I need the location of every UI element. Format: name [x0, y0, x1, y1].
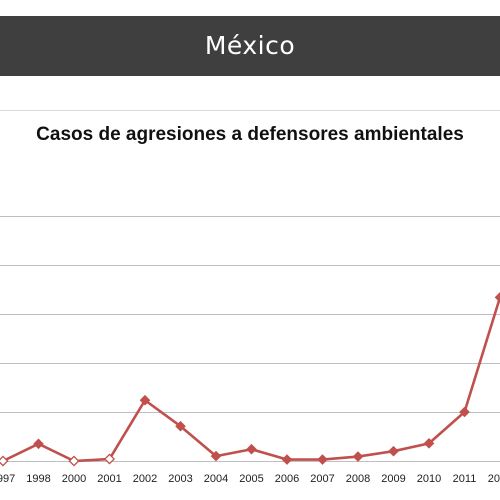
country-header-bar: México: [0, 16, 500, 76]
x-tick-label: 2004: [204, 473, 228, 485]
x-tick-label: 2010: [417, 473, 441, 485]
x-tick-label: 2007: [310, 473, 334, 485]
data-point-marker: [246, 443, 257, 455]
x-tick-label: 2006: [275, 473, 299, 485]
data-point-marker: [281, 454, 293, 465]
chart-title: Casos de agresiones a defensores ambient…: [36, 124, 464, 145]
x-tick-label: 2009: [381, 473, 405, 485]
data-point-marker: [0, 455, 9, 467]
x-tick-label: 2002: [133, 473, 157, 485]
data-point-marker: [494, 292, 500, 303]
x-tick-label: 2012: [488, 473, 500, 485]
data-point-marker: [423, 438, 435, 449]
data-point-marker: [388, 445, 399, 457]
data-point-marker: [175, 420, 186, 432]
data-point-marker: [317, 454, 328, 465]
data-point-marker: [352, 451, 364, 462]
country-title: México: [204, 31, 296, 60]
x-tick-label: 2008: [346, 473, 370, 485]
data-point-marker: [459, 406, 470, 418]
x-tick-label: 2003: [168, 473, 192, 485]
data-point-marker: [103, 453, 116, 465]
series-line: [2, 296, 500, 463]
x-tick-label: 1997: [0, 473, 15, 485]
data-point-marker: [68, 455, 80, 467]
data-point-marker: [33, 438, 44, 450]
x-tick-label: 2011: [453, 473, 477, 485]
data-point-marker: [139, 394, 151, 406]
x-tick-label: 2005: [239, 473, 263, 485]
x-tick-label: 2000: [62, 473, 86, 485]
x-tick-label: 2001: [97, 473, 121, 485]
data-point-marker: [210, 450, 222, 462]
x-tick-label: 1998: [26, 473, 50, 485]
